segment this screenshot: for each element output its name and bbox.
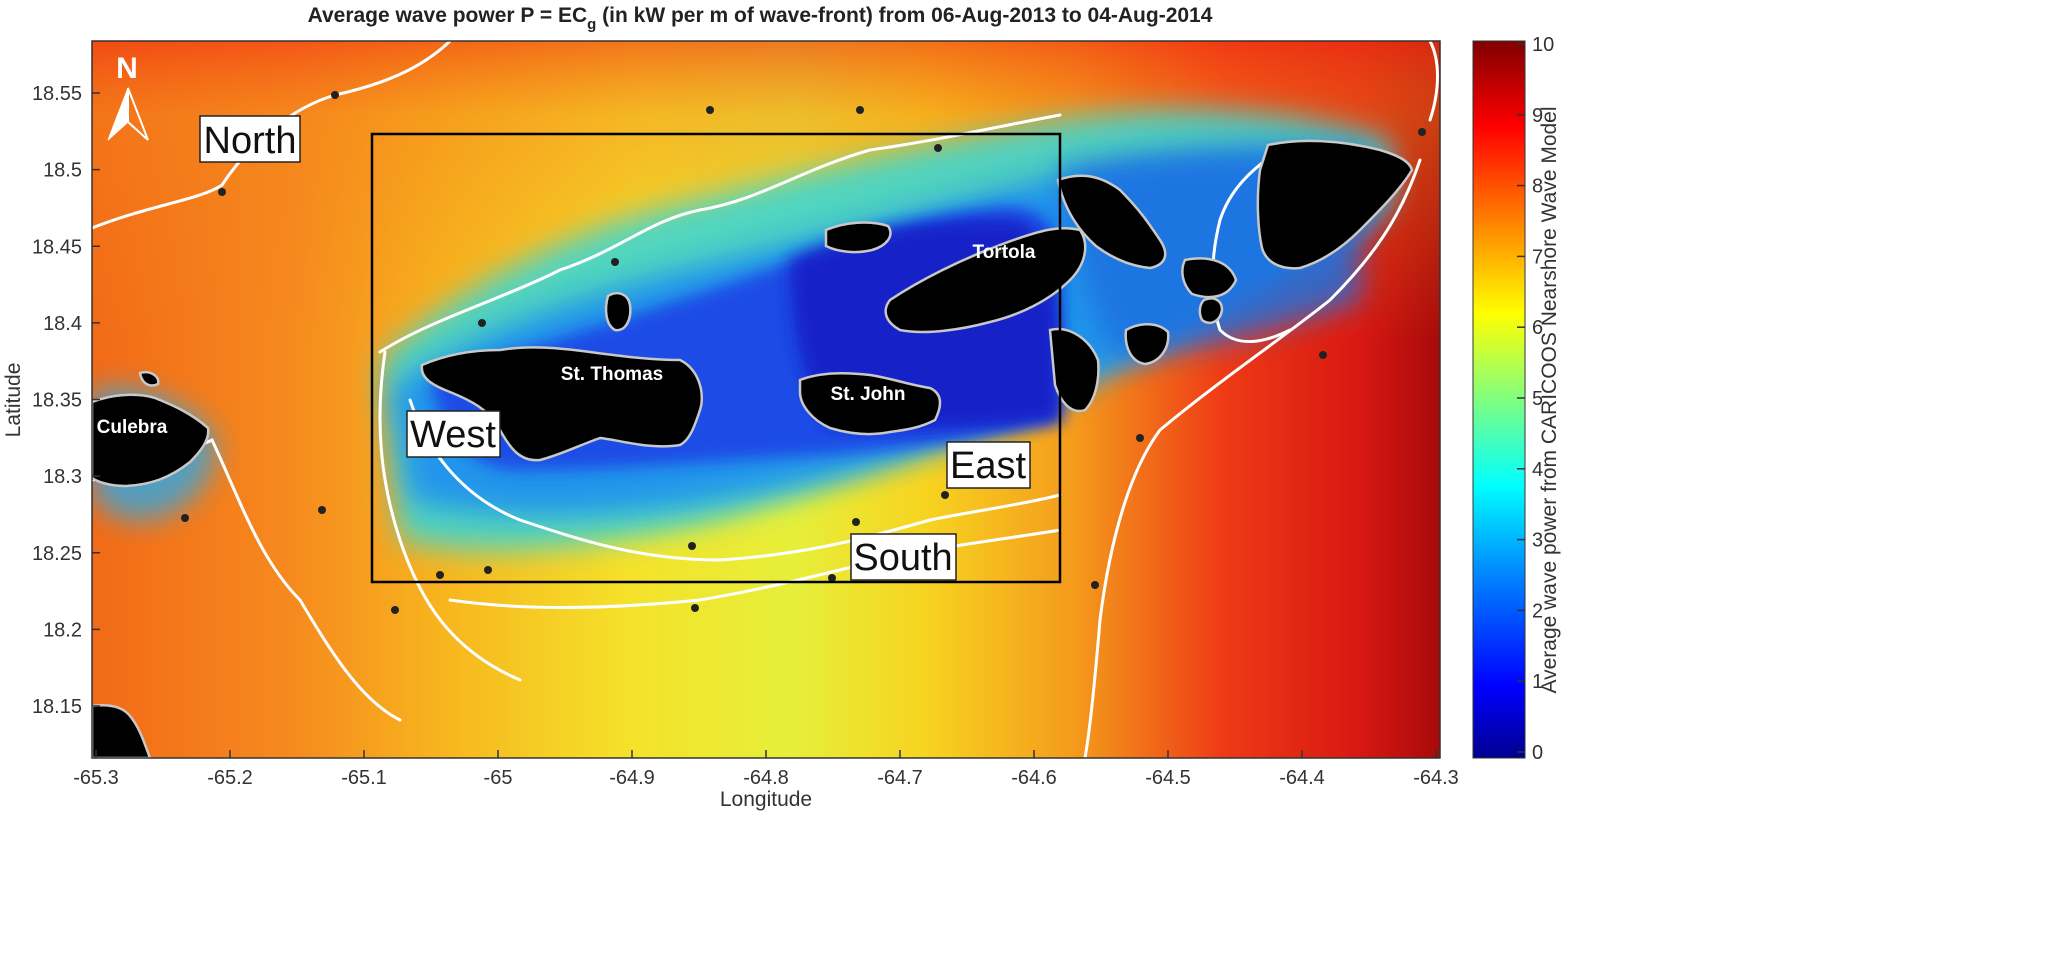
colorbar-gradient: [1472, 40, 1526, 759]
contour-value-markers: [181, 91, 1426, 614]
x-tick-label: -64.4: [1279, 767, 1325, 789]
land-masses: [92, 139, 1414, 758]
island-east-coast: [1048, 327, 1100, 413]
region-label-east: East: [946, 441, 1031, 489]
island-hans-lollik: [604, 292, 632, 332]
colorbar-tick-label: 8: [1532, 176, 1543, 198]
x-axis-label: Longitude: [720, 788, 812, 811]
contour-northeast: [1428, 41, 1439, 122]
y-tick-label: 18.15: [32, 696, 82, 718]
island-southwest-corner: [92, 704, 152, 758]
region-north-text: North: [204, 120, 297, 162]
region-label-north: North: [199, 115, 301, 163]
island-tortola: [884, 226, 1087, 334]
island-virgin-gorda: [1056, 174, 1167, 270]
colorbar-tick-label: 7: [1532, 246, 1543, 268]
island-label-st-thomas: St. Thomas: [561, 364, 663, 385]
region-east-text: East: [950, 445, 1026, 487]
colorbar-tick-label: 4: [1532, 459, 1543, 481]
colorbar-tick-label: 2: [1532, 600, 1543, 622]
north-arrow-letter: N: [116, 52, 138, 85]
y-axis-ticks: 18.55 18.5 18.45 18.4 18.35 18.3 18.25 18.2 18.1…: [32, 83, 100, 718]
colorbar-tick-label: 5: [1532, 388, 1543, 410]
contour-inner-box: [408, 398, 1062, 562]
colorbar-tick-label: 0: [1532, 742, 1543, 764]
title-prefix: Average wave power P = EC: [308, 4, 588, 27]
island-east-small-1: [1124, 323, 1170, 366]
contour-south: [448, 528, 1062, 609]
region-label-south: South: [850, 533, 957, 581]
colorbar-tick-label: 10: [1532, 34, 1554, 56]
island-east-group: [1256, 139, 1414, 270]
colorbar-label: Average wave power from CARICOOS Nearsho…: [1538, 106, 1561, 693]
region-south-text: South: [853, 537, 952, 579]
colorbar-tick-label: 1: [1532, 671, 1543, 693]
y-tick-label: 18.35: [32, 390, 82, 412]
island-st-john: [798, 371, 942, 436]
island-label-culebra: Culebra: [97, 417, 168, 438]
x-tick-label: -65.1: [341, 767, 387, 789]
island-east-reef: [1181, 257, 1238, 299]
x-tick-label: -65: [484, 767, 513, 789]
y-tick-label: 18.3: [43, 466, 82, 488]
island-label-st-john: St. John: [831, 384, 906, 405]
island-culebra: [92, 393, 210, 488]
x-tick-label: -65.2: [207, 767, 253, 789]
y-axis-label: Latitude: [2, 363, 25, 438]
island-label-tortola: Tortola: [973, 242, 1036, 263]
region-label-west: West: [406, 410, 501, 458]
x-tick-label: -64.8: [743, 767, 789, 789]
x-tick-label: -64.9: [609, 767, 655, 789]
title-subscript: g: [587, 16, 596, 33]
x-tick-label: -64.5: [1145, 767, 1191, 789]
island-east-small-2: [1198, 297, 1224, 324]
y-tick-label: 18.5: [43, 160, 82, 182]
title-suffix: (in kW per m of wave-front) from 06-Aug-…: [596, 4, 1212, 27]
x-tick-label: -64.7: [877, 767, 923, 789]
colorbar-tick-label: 6: [1532, 317, 1543, 339]
y-tick-label: 18.2: [43, 619, 82, 641]
contour-west-2: [378, 350, 522, 682]
y-tick-label: 18.4: [43, 313, 82, 335]
x-axis-ticks: -65.3 -65.2 -65.1 -65 -64.9 -64.8 -64.7 -64.6 -6…: [73, 750, 1459, 789]
region-west-text: West: [410, 414, 496, 456]
y-tick-label: 18.25: [32, 543, 82, 565]
contour-east-far: [1083, 158, 1422, 758]
y-tick-label: 18.45: [32, 236, 82, 258]
contour-lines: [92, 41, 1439, 758]
north-arrow: N: [107, 52, 149, 141]
colorbar-tick-label: 3: [1532, 530, 1543, 552]
colorbar-tick-label: 9: [1532, 105, 1543, 127]
study-area-box: [370, 132, 1062, 584]
y-tick-label: 18.55: [32, 83, 82, 105]
map-plot-area: North West East South Culebra St. Thomas…: [92, 41, 1440, 758]
x-tick-label: -65.3: [73, 767, 119, 789]
island-jost-van-dyke: [824, 221, 892, 254]
contour-outer-box: [378, 113, 1062, 354]
x-tick-label: -64.3: [1413, 767, 1459, 789]
island-culebra-north: [138, 371, 160, 387]
figure-title: Average wave power P = ECg (in kW per m …: [308, 4, 1213, 33]
x-tick-label: -64.6: [1011, 767, 1057, 789]
